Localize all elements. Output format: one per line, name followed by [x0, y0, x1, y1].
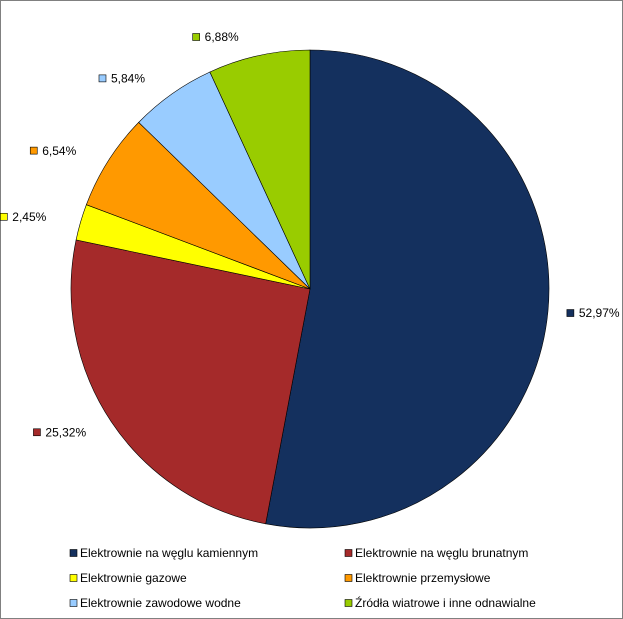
legend-key: [344, 599, 353, 607]
legend-key: [344, 549, 353, 557]
legend-label: Elektrownie przemysłowe: [355, 571, 491, 585]
label-key: [98, 74, 107, 83]
data-label: 6,54%: [42, 144, 76, 158]
legend-key: [69, 574, 78, 582]
data-label: 6,88%: [205, 30, 239, 44]
label-key: [0, 212, 8, 221]
pie-slice: [265, 49, 550, 529]
data-label: 25,32%: [45, 425, 86, 439]
legend-label: Źródła wiatrowe i inne odnawialne: [355, 595, 536, 610]
data-label: 5,84%: [111, 72, 145, 86]
legend-label: Elektrownie na węglu brunatnym: [355, 546, 528, 560]
legend-label: Elektrownie gazowe: [80, 571, 187, 585]
label-key: [566, 309, 575, 317]
label-key: [33, 428, 41, 437]
legend-label: Elektrownie zawodowe wodne: [80, 596, 241, 610]
label-key: [192, 33, 200, 41]
pie-slice: [70, 239, 311, 525]
data-label: 2,45%: [12, 210, 46, 224]
label-key: [29, 146, 38, 155]
legend-label: Elektrownie na węglu kamiennym: [80, 546, 258, 560]
legend-key: [69, 549, 78, 557]
legend-key: [344, 574, 353, 582]
pie-slice: [209, 49, 311, 290]
legend-key: [69, 599, 78, 607]
data-label: 52,97%: [579, 306, 620, 320]
